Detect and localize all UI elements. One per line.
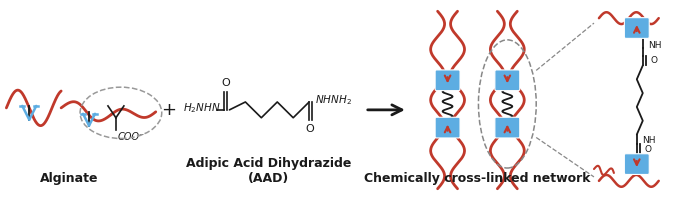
FancyBboxPatch shape	[435, 70, 460, 91]
Text: Alginate: Alginate	[40, 172, 99, 185]
FancyBboxPatch shape	[495, 117, 520, 138]
Text: NH: NH	[648, 41, 661, 50]
Text: O: O	[651, 56, 658, 65]
FancyBboxPatch shape	[435, 117, 460, 138]
Text: Chemically cross-linked network: Chemically cross-linked network	[364, 172, 590, 185]
Text: O: O	[306, 124, 314, 134]
Text: $NHNH_2$: $NHNH_2$	[315, 93, 352, 107]
Text: COO⁻: COO⁻	[118, 132, 145, 142]
Text: O: O	[645, 145, 651, 154]
Text: NH: NH	[642, 136, 656, 145]
Text: O: O	[221, 78, 230, 88]
Text: Adipic Acid Dihydrazide
(AAD): Adipic Acid Dihydrazide (AAD)	[186, 157, 351, 185]
FancyBboxPatch shape	[624, 154, 649, 174]
FancyBboxPatch shape	[495, 70, 520, 91]
Text: +: +	[161, 101, 176, 119]
Text: $H_2NHN$: $H_2NHN$	[183, 101, 221, 115]
FancyBboxPatch shape	[624, 18, 649, 38]
